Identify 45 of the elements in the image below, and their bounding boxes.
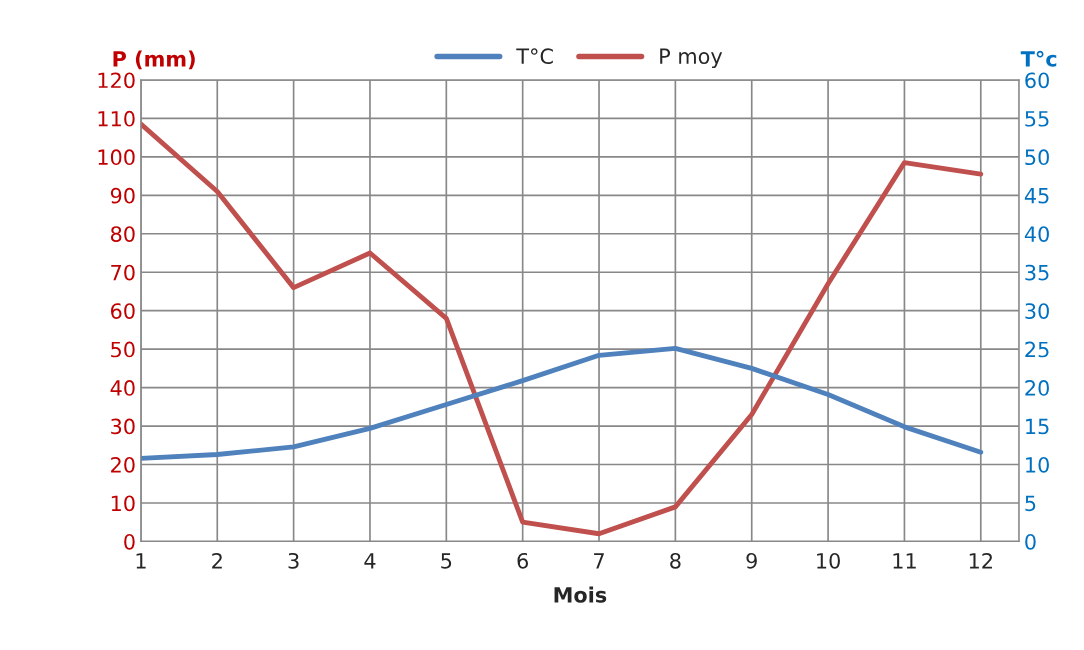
y2-tick-label: 45 xyxy=(1024,188,1049,204)
y2-tick-label: 50 xyxy=(1025,149,1049,166)
line-series xyxy=(140,345,984,461)
x-tick-label: 6 xyxy=(517,552,528,569)
y-tick-label: 110 xyxy=(98,110,135,127)
x-tick-label: 9 xyxy=(746,552,757,569)
y-tick-label: 50 xyxy=(111,341,135,358)
x-tick-label: 3 xyxy=(288,552,299,569)
y-tick-label: 90 xyxy=(110,187,135,204)
line-series xyxy=(140,121,984,537)
y2-tick-label: 15 xyxy=(1026,418,1049,435)
x-axis-title: Mois xyxy=(554,586,607,603)
y2-axis-title: T°c xyxy=(1020,50,1057,67)
x-tick-label: 2 xyxy=(212,552,222,569)
y-tick-label: 80 xyxy=(110,226,135,242)
x-tick-label: 7 xyxy=(594,553,604,569)
x-tick-label: 4 xyxy=(364,553,376,569)
y2-tick-label: 0 xyxy=(1025,533,1036,550)
y2-tick-label: 10 xyxy=(1026,456,1049,473)
x-tick-label: 10 xyxy=(817,552,840,569)
y2-tick-label: 30 xyxy=(1025,303,1049,319)
x-tick-label: 8 xyxy=(670,552,681,569)
y2-tick-label: 25 xyxy=(1025,341,1049,358)
y2-tick-label: 35 xyxy=(1025,264,1049,281)
y-tick-label: 70 xyxy=(111,264,135,281)
x-tick-label: 1 xyxy=(136,553,146,569)
y-tick-label: 100 xyxy=(98,149,135,166)
legend-label: P moy xyxy=(660,48,723,69)
y-tick-label: 40 xyxy=(110,380,135,396)
y2-tick-label: 20 xyxy=(1025,380,1049,396)
y2-tick-label: 40 xyxy=(1024,226,1049,242)
y-tick-label: 120 xyxy=(98,72,135,89)
x-tick-label: 11 xyxy=(893,553,916,569)
x-tick-label: 12 xyxy=(969,552,992,569)
legend-label: T°C xyxy=(516,48,553,65)
y2-tick-label: 60 xyxy=(1025,72,1049,89)
y-tick-label: 60 xyxy=(111,303,135,319)
y-tick-label: 20 xyxy=(111,456,135,473)
y-axis-title: P (mm) xyxy=(113,50,195,70)
y2-tick-label: 5 xyxy=(1025,495,1036,512)
y-tick-label: 10 xyxy=(111,495,135,512)
y-tick-label: 30 xyxy=(111,418,135,435)
y2-tick-label: 55 xyxy=(1025,111,1049,127)
y-tick-label: 0 xyxy=(124,533,135,550)
x-tick-label: 5 xyxy=(441,553,452,569)
